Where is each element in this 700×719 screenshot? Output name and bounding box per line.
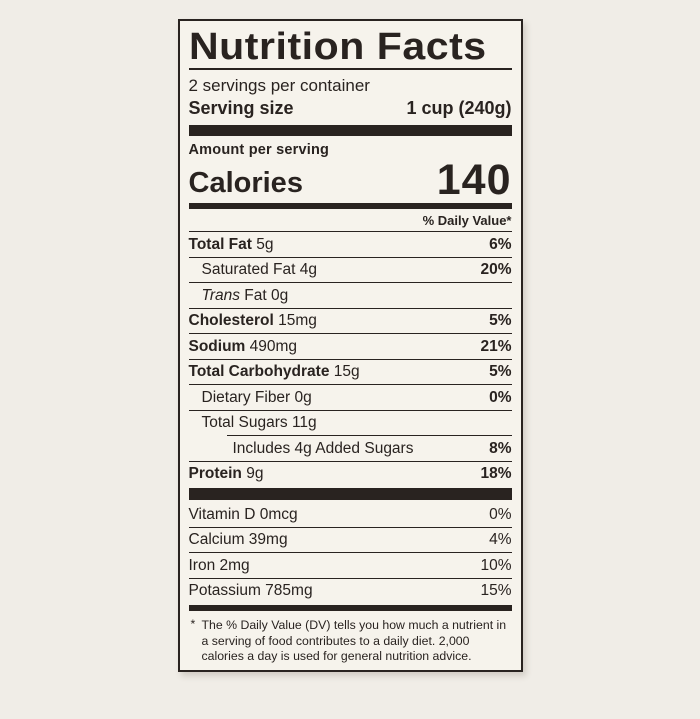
vitamin-percent: 15%: [480, 582, 512, 599]
nutrient-name: Total Fat 5g: [188, 235, 274, 253]
nutrition-facts-label: Nutrition Facts 2 servings per container…: [177, 19, 523, 672]
row-separator: [188, 526, 512, 528]
section-divider-thick: [188, 125, 512, 136]
row-separator: [188, 409, 512, 411]
nutrient-name: Trans Fat 0g: [201, 286, 289, 304]
section-divider-medium-2: [188, 605, 512, 611]
servings-per-container: 2 servings per container: [188, 76, 370, 95]
nutrient-row: Sodium 490mg 21%: [189, 334, 512, 359]
nutrient-row: Trans Fat 0g: [189, 283, 512, 308]
nutrient-name: Dietary Fiber 0g: [201, 388, 312, 406]
nutrient-percent: 8%: [489, 439, 512, 457]
vitamin-row: Calcium 39mg 4%: [189, 528, 512, 553]
nutrient-row: Protein 9g 18%: [189, 462, 512, 487]
calories-label: Calories: [188, 167, 303, 199]
nutrient-name: Total Sugars 11g: [201, 414, 317, 431]
nutrient-percent: 5%: [489, 363, 512, 380]
vitamin-name: Calcium 39mg: [188, 531, 288, 548]
nutrient-row: Cholesterol 15mg 5%: [189, 309, 512, 334]
calories-row: Calories 140: [188, 156, 512, 204]
vitamin-percent: 10%: [480, 556, 512, 574]
nutrient-row: Includes 4g Added Sugars 8%: [189, 436, 512, 461]
nutrient-name: Includes 4g Added Sugars: [232, 439, 414, 457]
row-separator: [188, 460, 512, 462]
vitamin-row: Potassium 785mg 15%: [189, 579, 512, 604]
row-separator: [188, 282, 512, 283]
serving-size-value: 1 cup (240g): [406, 98, 512, 118]
row-separator: [188, 307, 512, 309]
serving-size-row: Serving size 1 cup (240g): [189, 96, 512, 120]
daily-value-footnote: * The % Daily Value (DV) tells you how m…: [189, 613, 512, 665]
nutrient-name: Protein 9g: [188, 465, 264, 482]
vitamin-name: Vitamin D 0mcg: [188, 505, 298, 523]
row-separator: [226, 435, 512, 436]
nutrient-percent: 21%: [480, 337, 512, 355]
vitamin-row: Vitamin D 0mcg 0%: [189, 502, 512, 527]
nutrient-row: Total Sugars 11g: [189, 411, 512, 436]
row-separator: [188, 384, 512, 385]
vitamin-name: Potassium 785mg: [188, 582, 313, 599]
nutrient-name: Total Carbohydrate 15g: [188, 363, 360, 380]
calories-value: 140: [436, 156, 512, 204]
footnote-text: The % Daily Value (DV) tells you how muc…: [201, 618, 507, 663]
row-separator: [188, 256, 512, 258]
nutrient-row: Total Fat 5g 6%: [189, 232, 512, 257]
nutrient-percent: 5%: [489, 312, 512, 329]
title-rule: [188, 68, 512, 70]
nutrient-percent: 18%: [480, 465, 512, 482]
row-separator: [188, 333, 512, 334]
vitamin-percent: 0%: [489, 505, 512, 523]
vitamin-row: Iron 2mg 10%: [189, 553, 512, 578]
serving-size-label: Serving size: [188, 98, 294, 118]
row-separator: [188, 577, 512, 579]
section-divider-thick-2: [188, 488, 512, 500]
label-title: Nutrition Facts: [188, 26, 487, 68]
nutrient-table: Total Fat 5g 6% Saturated Fat 4g 20% Trans F…: [188, 232, 512, 487]
nutrient-row: Total Carbohydrate 15g 5%: [189, 360, 512, 385]
section-divider-medium: [188, 203, 512, 209]
vitamin-percent: 4%: [489, 531, 512, 548]
nutrient-name: Cholesterol 15mg: [188, 312, 317, 329]
vitamin-table: Vitamin D 0mcg 0% Calcium 39mg 4% Iron 2mg 10…: [188, 502, 512, 604]
daily-value-header: % Daily Value*: [188, 209, 512, 232]
nutrient-name: Sodium 490mg: [188, 337, 298, 355]
footnote-asterisk: *: [190, 617, 196, 631]
nutrient-percent: 6%: [489, 235, 512, 253]
nutrient-row: Saturated Fat 4g 20%: [189, 258, 512, 283]
amount-per-serving: Amount per serving: [188, 142, 330, 158]
nutrient-percent: 20%: [480, 261, 512, 278]
nutrient-percent: 0%: [489, 388, 512, 406]
row-separator: [188, 552, 512, 553]
nutrient-row: Dietary Fiber 0g 0%: [189, 385, 512, 410]
nutrient-name: Saturated Fat 4g: [201, 261, 317, 278]
row-separator: [188, 358, 512, 360]
vitamin-name: Iron 2mg: [188, 556, 250, 574]
